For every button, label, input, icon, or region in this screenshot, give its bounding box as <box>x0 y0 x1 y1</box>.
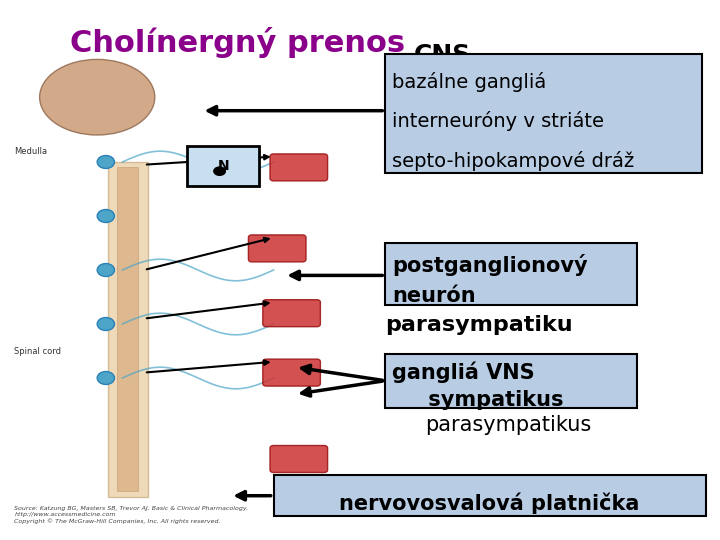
Text: postganglionový: postganglionový <box>392 254 588 276</box>
Text: parasympatiku: parasympatiku <box>385 315 573 335</box>
Text: Source: Katzung BG, Masters SB, Trevor AJ. Basic & Clinical Pharmacology.
http:/: Source: Katzung BG, Masters SB, Trevor A… <box>14 507 248 524</box>
FancyBboxPatch shape <box>263 359 320 386</box>
Text: septo-hipokampové dráž: septo-hipokampové dráž <box>392 151 634 171</box>
Text: gangliá VNS: gangliá VNS <box>392 362 535 383</box>
Text: N: N <box>217 159 229 173</box>
Bar <box>117 167 138 491</box>
Text: Spinal cord: Spinal cord <box>14 347 61 355</box>
Text: interneuróny v striáte: interneuróny v striáte <box>392 111 604 131</box>
Circle shape <box>97 210 114 222</box>
Bar <box>108 162 148 497</box>
Text: CNS: CNS <box>414 43 472 67</box>
FancyBboxPatch shape <box>187 146 259 186</box>
Text: Cholínergný prenos: Cholínergný prenos <box>70 27 405 58</box>
FancyBboxPatch shape <box>385 243 637 305</box>
Ellipse shape <box>40 59 155 135</box>
FancyBboxPatch shape <box>274 475 706 516</box>
FancyBboxPatch shape <box>263 300 320 327</box>
FancyBboxPatch shape <box>270 154 328 181</box>
Circle shape <box>97 156 114 168</box>
Text: neurón: neurón <box>392 286 476 306</box>
Text: Medulla: Medulla <box>14 147 48 156</box>
FancyBboxPatch shape <box>385 54 702 173</box>
Text: nervovosvalová platnička: nervovosvalová platnička <box>339 493 640 514</box>
FancyBboxPatch shape <box>385 354 637 408</box>
Circle shape <box>213 166 226 176</box>
Text: sympatikus: sympatikus <box>392 389 564 410</box>
FancyBboxPatch shape <box>248 235 306 262</box>
Circle shape <box>97 372 114 384</box>
Circle shape <box>97 318 114 330</box>
Text: bazálne gangliá: bazálne gangliá <box>392 72 546 92</box>
FancyBboxPatch shape <box>270 446 328 472</box>
Circle shape <box>97 264 114 276</box>
Text: parasympatikus: parasympatikus <box>425 415 591 435</box>
